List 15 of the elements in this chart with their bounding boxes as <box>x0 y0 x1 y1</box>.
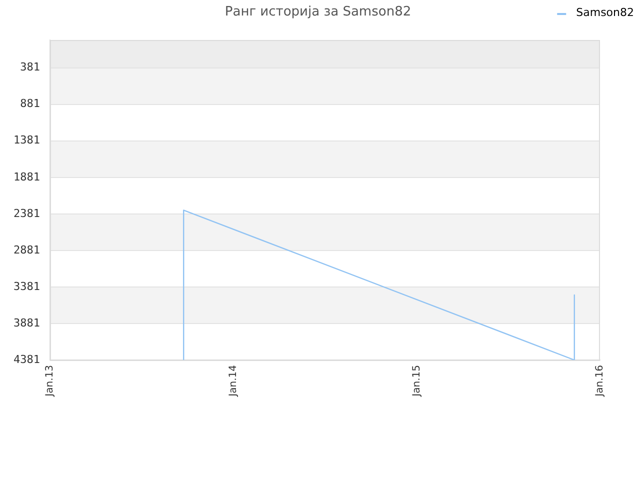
y-tick-label: 3381 <box>14 280 40 293</box>
x-tick-label: Jan.16 <box>594 365 606 398</box>
x-tick-label: Jan.13 <box>44 365 56 398</box>
y-tick-label: 881 <box>20 97 40 110</box>
y-tick-label: 4381 <box>14 352 40 366</box>
chart-title: Ранг историја за Samson82 <box>224 4 412 20</box>
y-tick-label: 2381 <box>14 206 40 220</box>
y-tick-label: 381 <box>20 60 40 74</box>
legend-label: Samson82 <box>576 6 634 19</box>
y-tick-label: 1881 <box>14 170 40 184</box>
y-tick-label: 1381 <box>14 134 40 147</box>
y-tick-label: 2881 <box>14 243 40 256</box>
x-tick-label: Jan.15 <box>411 365 422 398</box>
x-tick-label: Jan.14 <box>228 365 239 398</box>
y-tick-label: 3881 <box>14 316 40 330</box>
